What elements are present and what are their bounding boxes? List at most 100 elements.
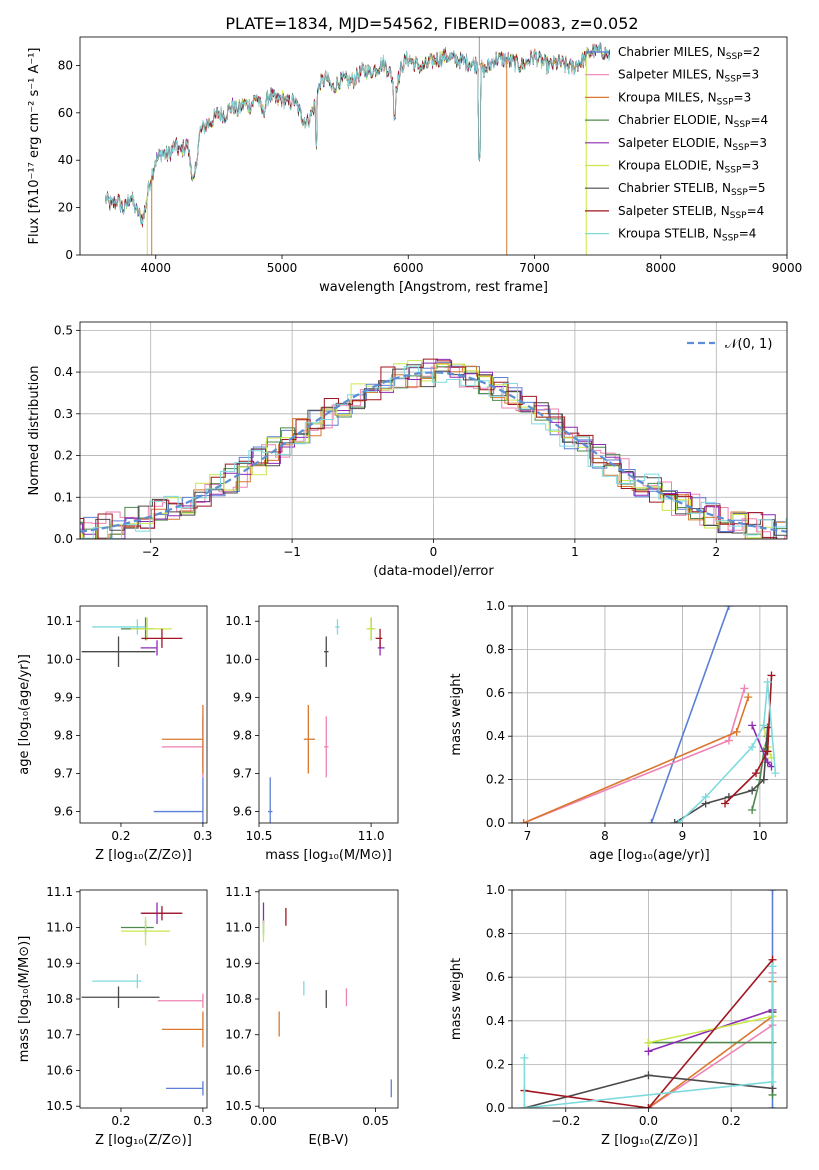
line-kroupa-miles: [523, 696, 750, 823]
point-chabrier-stelib: [81, 986, 160, 1008]
plot-area: [520, 890, 777, 1108]
point-chabrier-stelib: [81, 636, 156, 667]
line-marker: [768, 890, 777, 894]
y-tick-label: 80: [58, 58, 73, 72]
y-tick-label: 10.0: [225, 652, 252, 666]
point-kroupa-elodie: [120, 916, 171, 946]
y-tick-label: 1.0: [486, 883, 505, 897]
line-marker: [644, 1071, 653, 1080]
line-marker: [748, 786, 757, 795]
y-tick-label: 9.7: [233, 767, 252, 781]
y-tick-label: 9.6: [54, 805, 73, 819]
x-tick-label: 0.0: [639, 1114, 658, 1128]
y-tick-label: 10.6: [225, 1063, 252, 1077]
line-marker: [748, 721, 757, 730]
hist-salpeter-stelib: [80, 358, 787, 539]
point-chabrier-stelib: [324, 636, 329, 667]
hist-kroupa-miles: [80, 362, 787, 539]
panel-spectrum: 4000 5000 6000 7000 8000 9000 0 20 40 60 80 Chabrie…: [27, 36, 802, 295]
y-tick-label: 0.5: [54, 323, 73, 337]
line-marker: [748, 805, 757, 814]
y-tick-label: 10.1: [225, 614, 252, 628]
point-salpeter-miles: [157, 993, 204, 1008]
x-axis-label: E(B-V): [308, 1133, 348, 1148]
line-marker: [768, 1104, 777, 1108]
plot-area: [80, 358, 787, 539]
point-salpeter-stelib: [141, 628, 183, 648]
x-tick-label: 8: [601, 829, 609, 843]
axes-frame: [511, 605, 788, 824]
axes-frame: [511, 889, 788, 1109]
line-marker: [644, 1038, 653, 1047]
legend-entry: Salpeter MILES, NSSP=3: [618, 68, 759, 85]
hist-chabrier-stelib: [80, 364, 787, 539]
line-marker: [763, 747, 772, 756]
x-axis-label: (data-model)/error: [373, 564, 494, 579]
line-marker: [644, 1047, 653, 1056]
line-marker: [759, 775, 768, 784]
y-tick-label: 10.5: [225, 1099, 252, 1113]
line-marker: [674, 819, 683, 823]
x-tick-label: 10.5: [246, 829, 273, 843]
legend-entry: Kroupa ELODIE, NSSP=3: [618, 159, 759, 176]
point-kroupa-elodie: [366, 617, 376, 641]
y-tick-label: 0.2: [486, 773, 505, 787]
y-tick-label: 10.6: [46, 1063, 73, 1077]
line-marker: [744, 693, 753, 702]
x-tick-label: −0.2: [551, 1114, 580, 1128]
y-tick-label: 10.7: [46, 1028, 73, 1042]
x-axis-label: Z [log₁₀(Z/Z⊙)]: [601, 1133, 698, 1148]
y-tick-label: 0.6: [486, 970, 505, 984]
panel-residuals: −2 −1 0 1 2 0.0 0.1 0.2 0.3 0.4 0.5 𝒩(0, 1) (data-mo…: [27, 321, 788, 579]
plot-area: [104, 37, 611, 255]
legend-entry: 𝒩(0, 1): [725, 337, 772, 352]
y-tick-label: 0.1: [54, 490, 73, 504]
y-tick-label: 0.8: [486, 642, 505, 656]
y-tick-label: 0.2: [54, 449, 73, 463]
x-tick-label: 2: [712, 545, 720, 559]
y-tick-label: 10.5: [46, 1099, 73, 1113]
x-axis-label: Z [log₁₀(Z/Z⊙)]: [95, 848, 192, 863]
x-tick-label: 0.3: [193, 829, 212, 843]
y-tick-label: 40: [58, 153, 73, 167]
y-tick-label: 11.1: [46, 885, 73, 899]
y-tick-label: 0.4: [486, 729, 505, 743]
panel-age_vs_Z: 0.2 0.3 9.6 9.7 9.8 9.9 10.0 10.1 Z [log₁₀(Z/Z⊙)…: [17, 605, 212, 863]
x-tick-label: −1: [283, 545, 301, 559]
spectrum-line-chabrier-elodie: [104, 42, 611, 225]
point-chabrier-miles: [153, 777, 204, 823]
hist-kroupa-stelib: [80, 366, 787, 539]
line-marker: [732, 727, 741, 736]
line-marker: [724, 606, 733, 610]
line-salpeter-elodie: [648, 1009, 773, 1053]
x-tick-label: −2: [142, 545, 160, 559]
axes-frame: [79, 605, 208, 824]
point-salpeter-miles: [161, 716, 204, 778]
panel-age_vs_mass: 10.5 11.0 9.6 9.7 9.8 9.9 10.0 10.1 mass [log₁₀(…: [225, 605, 399, 863]
y-tick-label: 9.9: [54, 690, 73, 704]
y-axis-label: age [log₁₀(age/yr)]: [17, 654, 32, 775]
line-kroupa-stelib: [677, 681, 777, 823]
point-chabrier-miles: [166, 1081, 204, 1096]
line-salpeter-miles: [523, 688, 746, 823]
spectrum-line-kroupa-elodie: [104, 42, 611, 223]
point-salpeter-elodie: [377, 640, 385, 656]
x-tick-label: 0.00: [250, 1114, 277, 1128]
x-tick-label: 10: [752, 829, 767, 843]
y-tick-label: 0.8: [486, 927, 505, 941]
plot-area: [81, 617, 204, 823]
point-kroupa-miles: [161, 704, 204, 774]
y-tick-label: 0.2: [486, 1057, 505, 1071]
y-axis-label: mass weight: [449, 958, 464, 1040]
y-tick-label: 0.0: [486, 1101, 505, 1115]
y-axis-label: mass [log₁₀(M/M⊙)]: [17, 936, 32, 1063]
x-tick-label: 0.05: [362, 1114, 389, 1128]
line-chabrier-stelib: [674, 727, 769, 823]
legend-entry: Chabrier ELODIE, NSSP=4: [618, 113, 768, 130]
y-tick-label: 9.7: [54, 767, 73, 781]
y-tick-label: 10.7: [225, 1028, 252, 1042]
axes-frame: [258, 605, 399, 824]
y-tick-label: 20: [58, 201, 73, 215]
y-tick-label: 11.1: [225, 885, 252, 899]
